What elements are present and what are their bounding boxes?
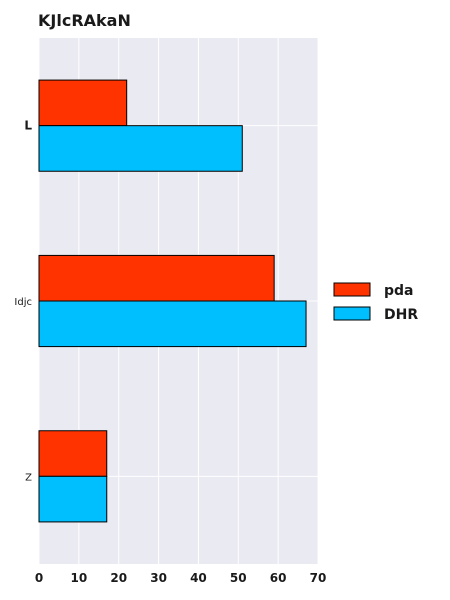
x-tick-label-0: 0 (35, 571, 43, 585)
legend-label-pda: pda (384, 283, 414, 299)
bar-pda-Z (38, 430, 108, 477)
x-axis-ticks: 0 10 20 30 40 50 60 70 (35, 571, 327, 585)
x-tick-label-6: 60 (270, 571, 287, 585)
x-tick-label-5: 50 (230, 571, 247, 585)
bar-DHR-Z (38, 475, 108, 523)
y-tick-label-2: Z (25, 472, 32, 483)
chart-title: KJlcRAkaN (38, 11, 131, 30)
x-tick-label-3: 30 (150, 571, 167, 585)
x-tick-label-7: 70 (310, 571, 327, 585)
y-tick-label-0: L (24, 119, 32, 133)
bar-DHR-L (38, 125, 243, 172)
legend-swatch-DHR (333, 306, 371, 321)
legend-swatch-pda (333, 282, 371, 297)
legend-label-DHR: DHR (384, 307, 418, 323)
bars (38, 79, 307, 523)
y-axis-ticks: L Idjc Z (14, 119, 32, 484)
x-tick-label-2: 20 (110, 571, 127, 585)
bar-DHR-Idjc (38, 300, 307, 348)
bar-pda-Idjc (38, 254, 275, 302)
x-tick-label-4: 40 (190, 571, 207, 585)
legend: pda DHR (333, 282, 418, 323)
y-tick-label-1: Idjc (14, 297, 32, 308)
bar-pda-L (38, 79, 128, 127)
x-tick-label-1: 10 (71, 571, 88, 585)
